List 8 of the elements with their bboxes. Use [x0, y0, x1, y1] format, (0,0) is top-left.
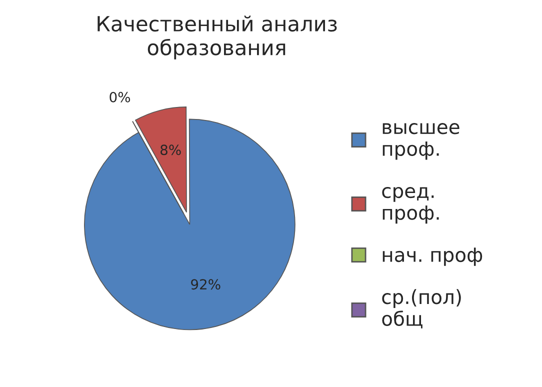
data-label: 8%	[160, 144, 181, 156]
legend-label: нач. проф	[382, 248, 482, 266]
text: 0%	[110, 92, 130, 102]
legend-label: сред. проф.	[382, 186, 439, 224]
chart-title: Качественный анализ образования	[98, 16, 337, 60]
legend-label: высшее проф.	[382, 123, 460, 160]
data-label: 92%	[191, 279, 220, 290]
legend-label: ср.(пол) общ	[382, 289, 461, 328]
